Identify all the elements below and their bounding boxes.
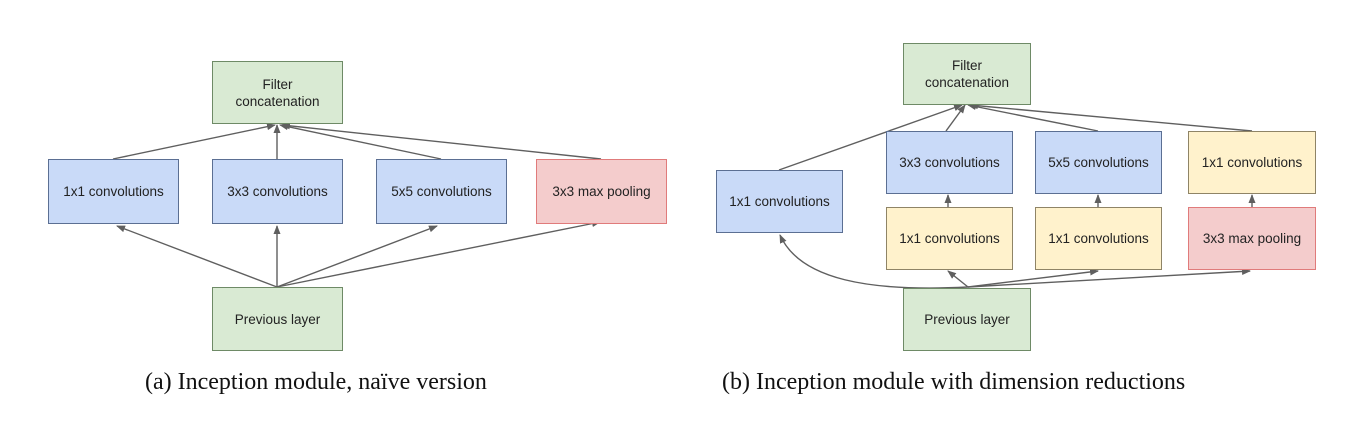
- edge-b-conv3-to-concat: [945, 104, 966, 132]
- a-5x5-convolutions-box: 5x5 convolutions: [376, 159, 507, 224]
- caption-a: (a) Inception module, naïve version: [145, 369, 487, 395]
- a-3x3-convolutions-box: 3x3 convolutions: [212, 159, 343, 224]
- edge-b-prev-to-reduce3: [947, 270, 969, 288]
- a-1x1-convolutions-box: 1x1 convolutions: [48, 159, 179, 224]
- b-3x3-max-pooling-box: 3x3 max pooling: [1188, 207, 1316, 270]
- edge-a-conv5-to-concat: [279, 123, 442, 160]
- edge-b-prev-to-pool: [967, 267, 1251, 288]
- b-previous-layer-box: Previous layer: [903, 288, 1031, 351]
- b-5x5-convolutions-box: 5x5 convolutions: [1035, 131, 1162, 194]
- edge-a-pool-to-concat: [281, 122, 602, 160]
- edge-a-conv1-to-concat: [112, 123, 276, 160]
- b-1x1-convolutions-box: 1x1 convolutions: [716, 170, 843, 233]
- edge-b-conv1p-to-concat: [969, 102, 1253, 132]
- b-1x1-reduction-5x5-box: 1x1 convolutions: [1035, 207, 1162, 270]
- a-3x3-max-pooling-box: 3x3 max pooling: [536, 159, 667, 224]
- edge-a-prev-to-conv5: [276, 225, 438, 288]
- a-filter-concatenation-box: Filter concatenation: [212, 61, 343, 124]
- b-3x3-convolutions-box: 3x3 convolutions: [886, 131, 1013, 194]
- b-filter-concatenation-box: Filter concatenation: [903, 43, 1031, 105]
- edge-b-conv5-to-concat: [967, 103, 1099, 132]
- edge-b-conv1-to-concat: [778, 104, 963, 171]
- a-previous-layer-box: Previous layer: [212, 287, 343, 351]
- edge-a-prev-to-pool: [276, 220, 601, 288]
- edge-b-prev-to-reduce5: [967, 268, 1099, 288]
- edge-a-prev-to-conv1: [116, 225, 278, 288]
- b-1x1-reduction-3x3-box: 1x1 convolutions: [886, 207, 1013, 270]
- b-1x1-convolutions-after-pool-box: 1x1 convolutions: [1188, 131, 1316, 194]
- caption-b: (b) Inception module with dimension redu…: [722, 369, 1186, 395]
